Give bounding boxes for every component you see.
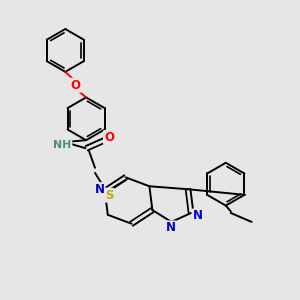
Text: N: N <box>166 221 176 234</box>
Text: NH: NH <box>53 140 71 150</box>
Text: O: O <box>104 131 114 144</box>
Text: N: N <box>193 209 202 223</box>
Text: N: N <box>94 183 104 196</box>
Text: S: S <box>105 189 113 202</box>
Text: O: O <box>71 79 81 92</box>
